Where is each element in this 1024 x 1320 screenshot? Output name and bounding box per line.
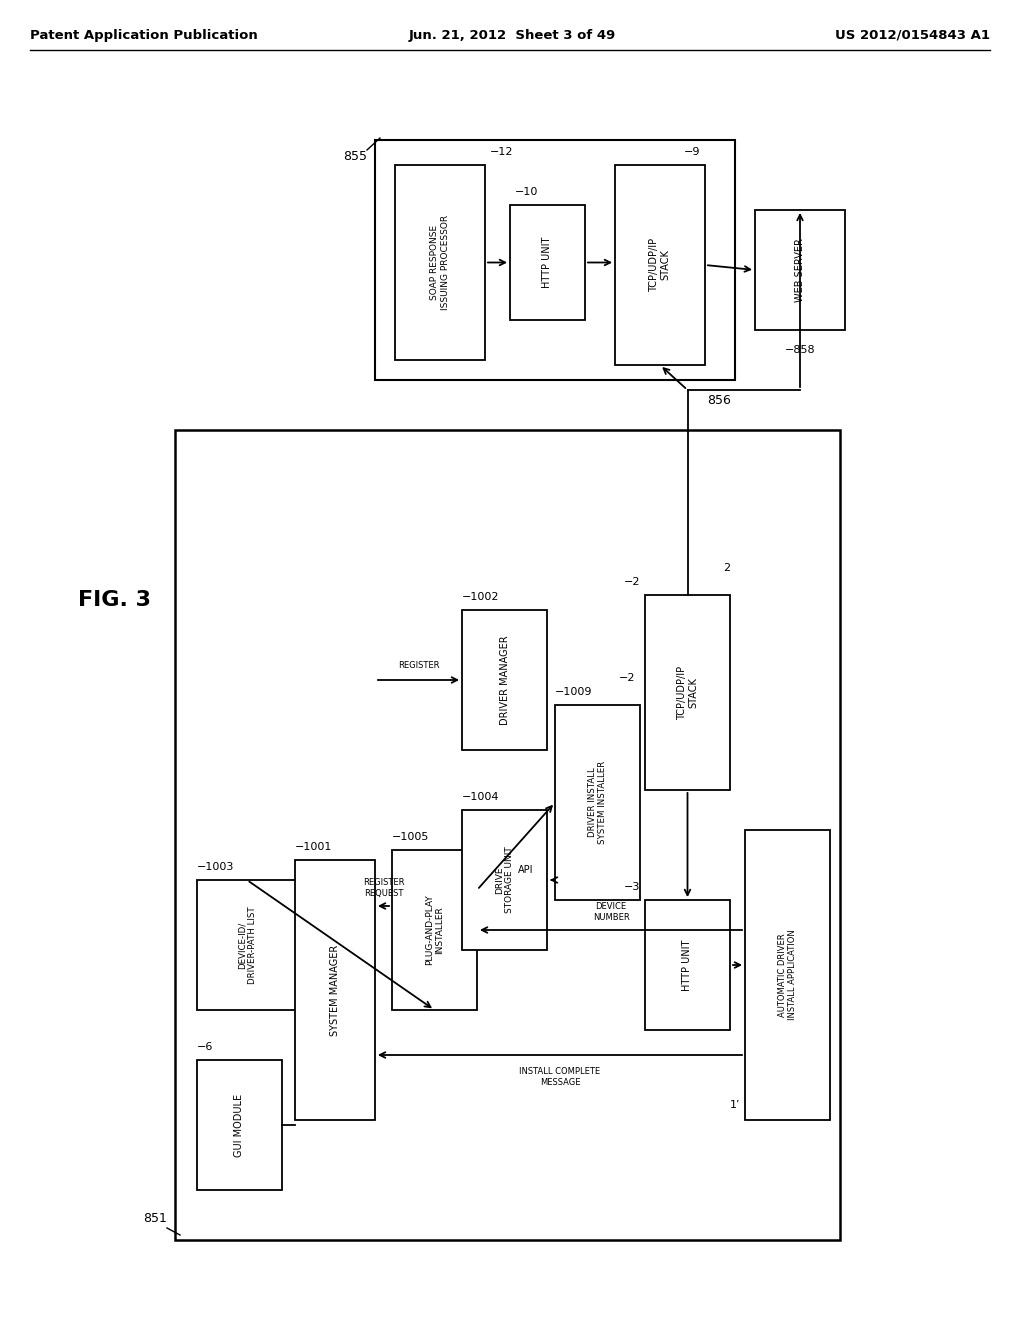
Text: −2: −2	[624, 577, 640, 587]
Text: PLUG-AND-PLAY
INSTALLER: PLUG-AND-PLAY INSTALLER	[425, 895, 444, 965]
Text: 855: 855	[343, 150, 367, 162]
Text: HTTP UNIT: HTTP UNIT	[683, 940, 692, 991]
Text: 2: 2	[723, 564, 730, 573]
Bar	[395, 165, 485, 360]
Bar	[197, 1060, 282, 1191]
Text: INSTALL COMPLETE
MESSAGE: INSTALL COMPLETE MESSAGE	[519, 1068, 600, 1086]
Text: DRIVER INSTALL
SYSTEM INSTALLER: DRIVER INSTALL SYSTEM INSTALLER	[588, 760, 607, 843]
Text: API: API	[518, 865, 534, 875]
Text: −1003: −1003	[197, 862, 234, 873]
Text: DRIVER MANAGER: DRIVER MANAGER	[500, 635, 510, 725]
Bar	[295, 861, 375, 1119]
Bar	[462, 810, 547, 950]
Text: DEVICE-ID/
DRIVER-PATH LIST: DEVICE-ID/ DRIVER-PATH LIST	[238, 907, 257, 983]
Text: −10: −10	[515, 187, 539, 197]
Text: 1’: 1’	[729, 1100, 740, 1110]
Text: DEVICE
NUMBER: DEVICE NUMBER	[593, 903, 630, 921]
Text: TCP/UDP/IP
STACK: TCP/UDP/IP STACK	[649, 238, 671, 292]
Bar	[175, 430, 840, 1239]
Text: Jun. 21, 2012  Sheet 3 of 49: Jun. 21, 2012 Sheet 3 of 49	[409, 29, 615, 41]
Text: −1005: −1005	[392, 832, 429, 842]
Bar	[375, 140, 735, 380]
Text: 851: 851	[143, 1212, 167, 1225]
Text: −858: −858	[784, 345, 815, 355]
Text: SOAP RESPONSE
ISSUING PROCESSOR: SOAP RESPONSE ISSUING PROCESSOR	[430, 215, 450, 310]
Text: AUTOMATIC DRIVER
INSTALL APPLICATION: AUTOMATIC DRIVER INSTALL APPLICATION	[778, 929, 798, 1020]
Text: −2: −2	[618, 673, 635, 682]
Text: −1009: −1009	[555, 686, 593, 697]
Bar	[510, 205, 585, 319]
Text: WEB SERVER: WEB SERVER	[795, 238, 805, 302]
Bar	[745, 830, 830, 1119]
Bar	[645, 900, 730, 1030]
Bar	[645, 595, 730, 789]
Bar	[462, 610, 547, 750]
Text: HTTP UNIT: HTTP UNIT	[543, 236, 553, 288]
Text: −3: −3	[624, 882, 640, 892]
Text: −6: −6	[197, 1041, 213, 1052]
Text: DRIVE
STORAGE UNIT: DRIVE STORAGE UNIT	[495, 846, 514, 913]
Bar	[555, 705, 640, 900]
Text: Patent Application Publication: Patent Application Publication	[30, 29, 258, 41]
Text: −1002: −1002	[462, 591, 500, 602]
Text: REGISTER
REQUEST: REGISTER REQUEST	[362, 878, 404, 898]
Text: TCP/UDP/IP
STACK: TCP/UDP/IP STACK	[677, 665, 698, 719]
Text: GUI MODULE: GUI MODULE	[234, 1093, 245, 1156]
Bar	[392, 850, 477, 1010]
Text: 856: 856	[708, 393, 731, 407]
Bar	[615, 165, 705, 366]
Text: −9: −9	[683, 147, 700, 157]
Text: REGISTER: REGISTER	[397, 660, 439, 669]
Text: US 2012/0154843 A1: US 2012/0154843 A1	[835, 29, 990, 41]
Text: SYSTEM MANAGER: SYSTEM MANAGER	[330, 944, 340, 1036]
Text: −1001: −1001	[295, 842, 333, 851]
Text: FIG. 3: FIG. 3	[79, 590, 152, 610]
Bar	[197, 880, 297, 1010]
Text: −1004: −1004	[462, 792, 500, 803]
Bar	[755, 210, 845, 330]
Text: −12: −12	[490, 147, 513, 157]
